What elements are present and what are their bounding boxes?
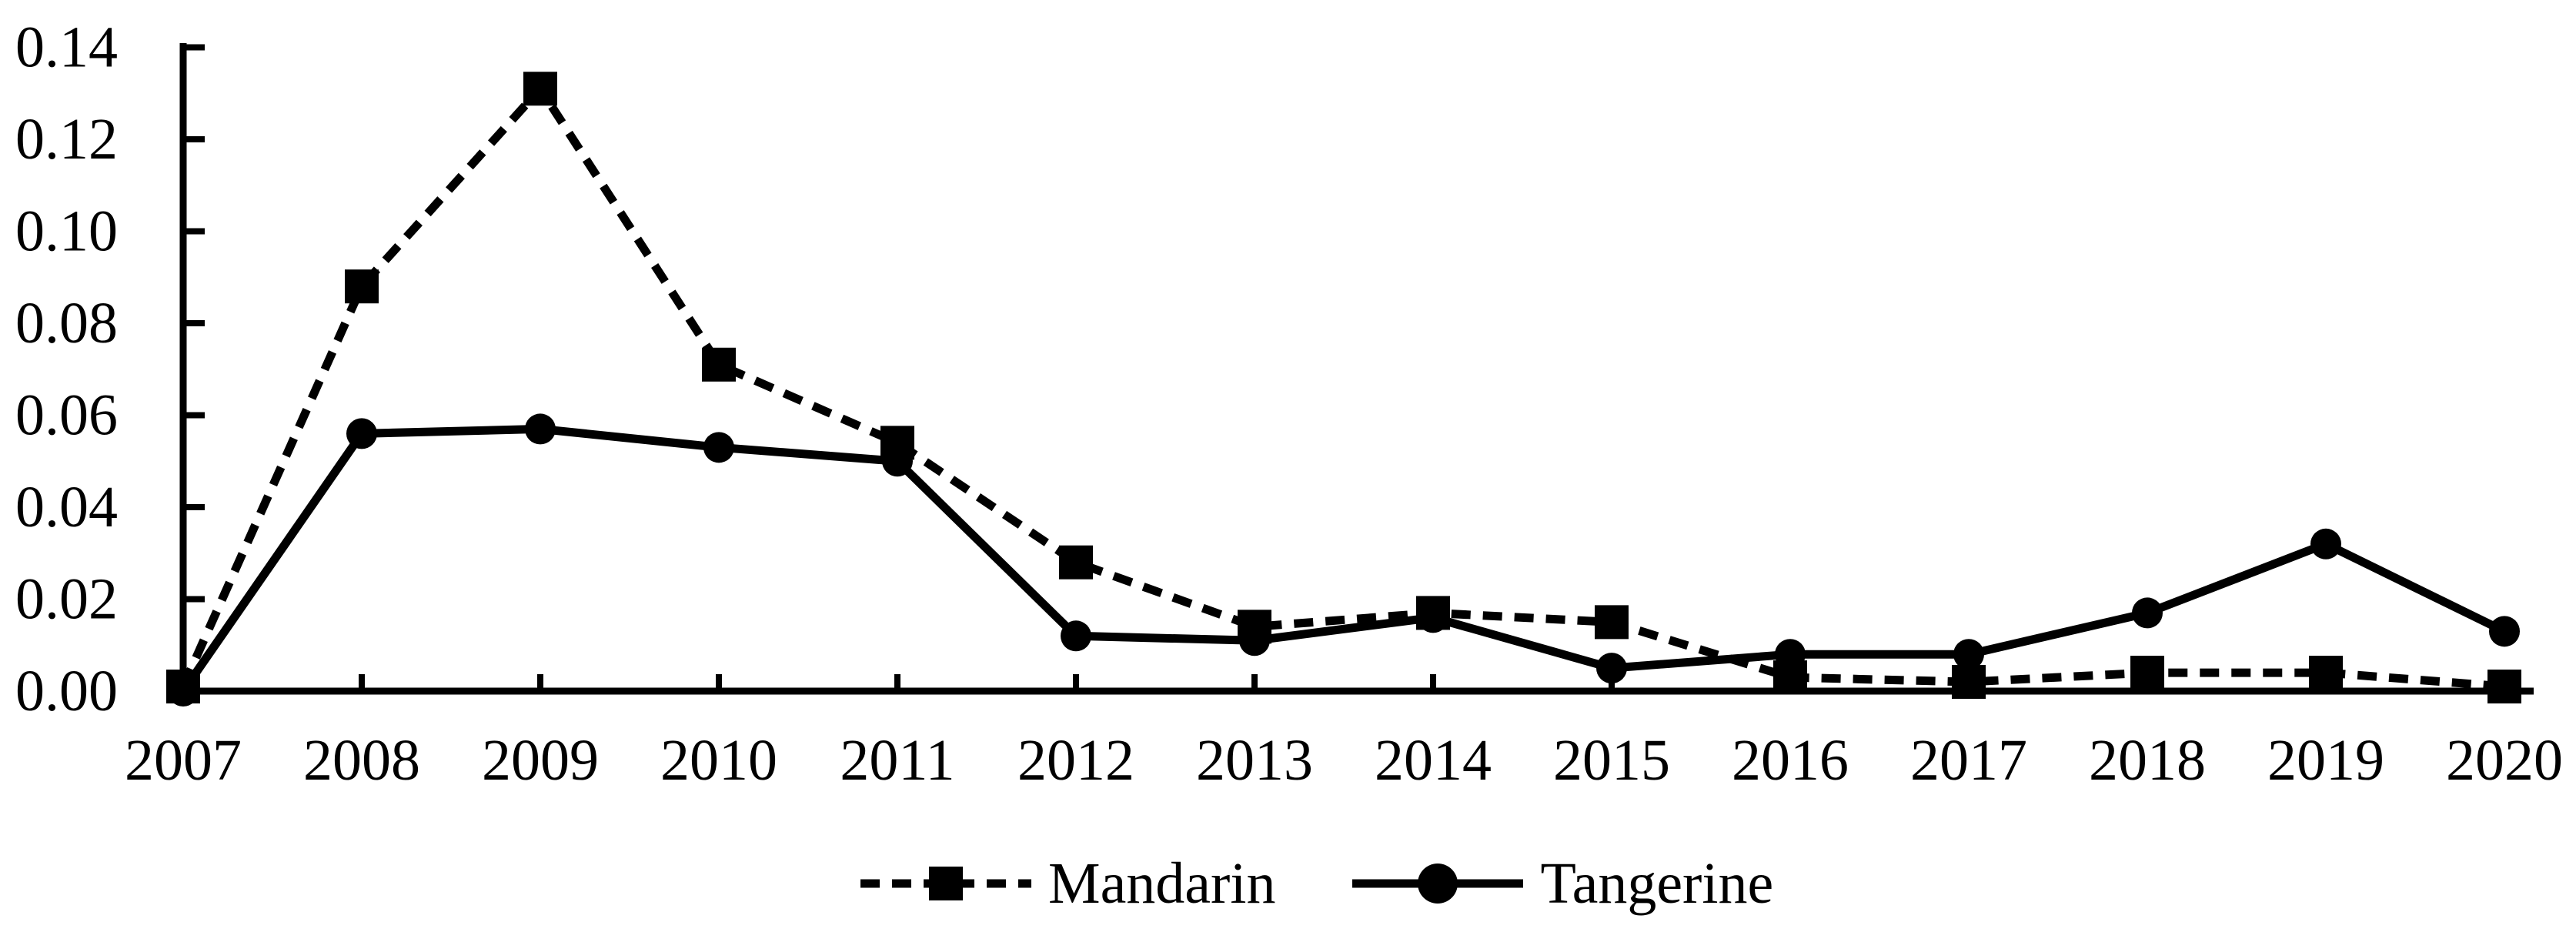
x-tick-label: 2014 <box>1375 728 1492 793</box>
series-tangerine-marker <box>2489 616 2520 647</box>
y-tick-label: 0.12 <box>15 107 118 172</box>
x-tick-label: 2008 <box>303 728 420 793</box>
y-tick-label: 0.04 <box>15 475 118 539</box>
series-mandarin-line <box>179 82 2505 691</box>
y-tick-label: 0.06 <box>15 383 118 448</box>
series-tangerine-marker <box>1953 639 1984 670</box>
series-mandarin-marker <box>2309 656 2343 690</box>
x-tick-label: 2012 <box>1017 728 1134 793</box>
series-mandarin-marker <box>1595 605 1629 640</box>
series-mandarin-marker <box>702 347 736 382</box>
x-tick-label: 2015 <box>1553 728 1670 793</box>
legend: Mandarin Tangerine <box>860 847 1773 920</box>
series-mandarin-marker <box>1416 596 1450 630</box>
x-tick-label: 2017 <box>1910 728 2027 793</box>
series-tangerine-marker <box>2132 597 2163 629</box>
series-mandarin-marker <box>166 670 200 704</box>
legend-item-tangerine: Tangerine <box>1352 847 1773 920</box>
x-tick-label: 2010 <box>660 728 777 793</box>
x-tick-label: 2019 <box>2267 728 2384 793</box>
series-mandarin-marker <box>523 72 557 106</box>
series-mandarin-marker <box>2130 656 2164 690</box>
series-tangerine-line <box>179 424 2507 694</box>
series-mandarin-marker <box>1773 660 1807 695</box>
series-mandarin-marker <box>345 269 379 304</box>
plot-area: 0.00 0.02 0.04 0.06 0.08 0.10 0.12 0.14 2007 2008… <box>15 15 2563 793</box>
series-mandarin-marker <box>880 426 914 460</box>
legend-label-mandarin: Mandarin <box>1048 851 1276 916</box>
series-tangerine-marker <box>525 413 556 445</box>
series-mandarin-marker <box>1238 610 1271 644</box>
legend-label-tangerine: Tangerine <box>1540 851 1774 916</box>
x-tick-label: 2013 <box>1196 728 1313 793</box>
legend-item-mandarin: Mandarin <box>860 847 1275 920</box>
mandarin-dashed-square-icon <box>860 867 1031 900</box>
y-tick-label: 0.08 <box>15 291 118 356</box>
series-tangerine-marker <box>346 418 377 449</box>
x-tick-label: 2009 <box>482 728 599 793</box>
y-tick-label: 0.02 <box>15 567 118 632</box>
series-mandarin-marker <box>2487 670 2521 704</box>
x-tick-label: 2011 <box>840 728 954 793</box>
series-mandarin-marker <box>1952 665 1986 700</box>
series-tangerine-marker <box>703 432 734 463</box>
series-tangerine-marker <box>2310 528 2341 560</box>
x-tick-label: 2007 <box>125 728 242 793</box>
series-mandarin-marker <box>1059 545 1093 580</box>
series-tangerine-marker <box>1061 620 1091 652</box>
y-tick-label: 0.00 <box>15 659 118 723</box>
legend-sample-marker <box>929 867 963 900</box>
y-tick-label: 0.10 <box>15 199 118 264</box>
tangerine-solid-circle-icon <box>1352 864 1524 904</box>
x-tick-label: 2016 <box>1732 728 1849 793</box>
x-tick-label: 2020 <box>2446 728 2563 793</box>
x-tick-label: 2018 <box>2089 728 2206 793</box>
series-tangerine-marker <box>1596 653 1627 684</box>
legend-sample-marker <box>1418 864 1458 904</box>
y-tick-label: 0.14 <box>15 15 118 80</box>
